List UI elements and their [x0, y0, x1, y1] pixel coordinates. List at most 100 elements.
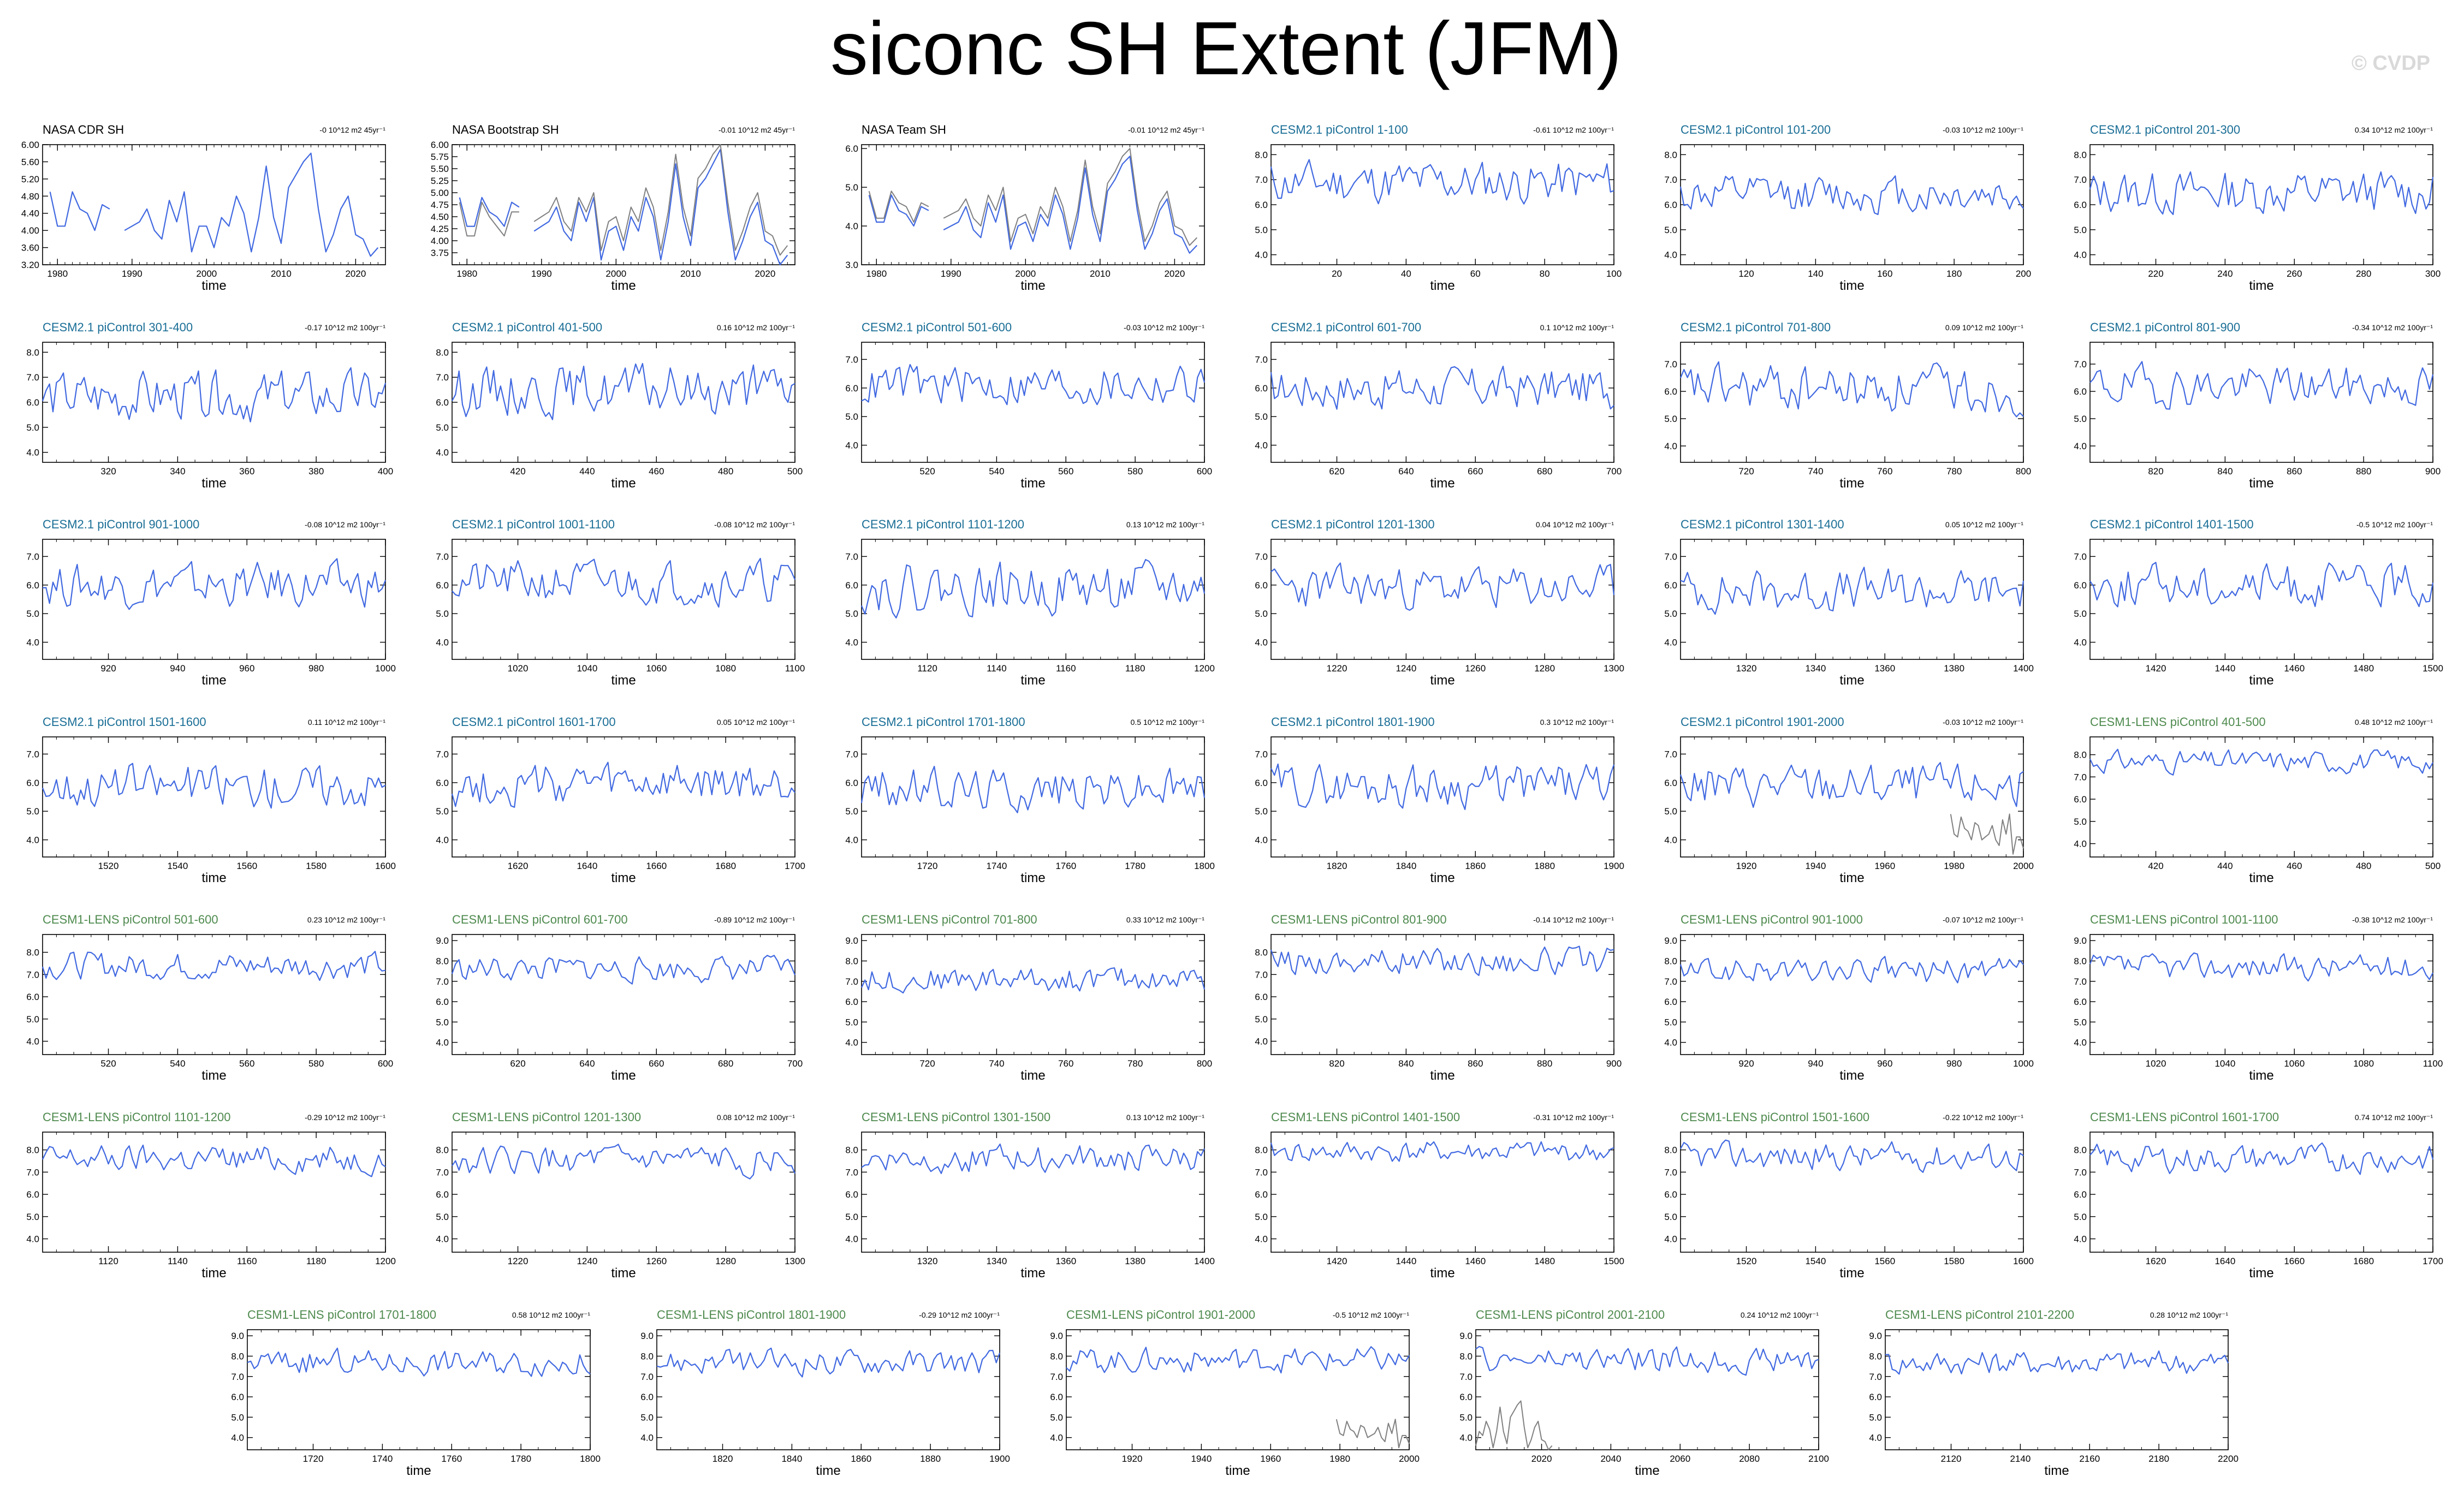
- y-tick-label: 4.0: [26, 448, 39, 458]
- y-tick-label: 6.0: [26, 397, 39, 408]
- y-tick-label: 7.0: [2074, 359, 2087, 370]
- panel-title: NASA Bootstrap SH: [452, 123, 559, 136]
- y-tick-label: 7.0: [2074, 1167, 2087, 1177]
- x-tick-label: 280: [2356, 269, 2371, 279]
- chart-panel: CESM2.1 piControl 1001-1100 -0.08 10^12 m…: [436, 517, 805, 688]
- trend-label: 0.1 10^12 m2 100yr⁻¹: [1540, 323, 1614, 332]
- x-tick-label: 1840: [781, 1454, 802, 1464]
- trend-label: -0.29 10^12 m2 100yr⁻¹: [919, 1311, 1000, 1319]
- chart-panel: CESM2.1 piControl 901-1000 -0.08 10^12 m2…: [26, 517, 396, 688]
- x-tick-label: 1500: [2423, 663, 2443, 674]
- y-tick-label: 4.0: [845, 1038, 858, 1048]
- figure-title: siconc SH Extent (JFM): [830, 7, 1622, 91]
- obs-series-line: [533, 144, 788, 256]
- x-tick-label: 1100: [785, 663, 805, 674]
- x-tick-label: 420: [2148, 861, 2163, 871]
- x-tick-label: 1980: [456, 269, 477, 279]
- x-tick-label: 1660: [2284, 1256, 2305, 1266]
- plot-frame: [1270, 539, 1614, 660]
- x-tick-label: 220: [2148, 269, 2163, 279]
- x-tick-label: 1080: [2353, 1058, 2374, 1069]
- trend-label: -0.17 10^12 m2 100yr⁻¹: [305, 323, 385, 332]
- series-line: [1270, 159, 1614, 205]
- x-tick-label: 1040: [2214, 1058, 2235, 1069]
- y-tick-label: 6.00: [431, 140, 449, 150]
- x-tick-label: 1360: [1874, 663, 1895, 674]
- x-tick-label: 920: [1738, 1058, 1754, 1069]
- trend-label: -0.5 10^12 m2 100yr⁻¹: [2356, 520, 2433, 529]
- x-tick-label: 1520: [1736, 1256, 1757, 1266]
- y-tick-label: 7.0: [231, 1372, 244, 1382]
- chart-panel: CESM1-LENS piControl 2101-2200 0.28 10^12…: [1869, 1308, 2239, 1478]
- series-line: [1679, 761, 2024, 808]
- y-tick-label: 4.0: [1869, 1433, 1882, 1443]
- y-tick-label: 5.0: [26, 1212, 39, 1222]
- x-tick-label: 200: [2016, 269, 2031, 279]
- x-tick-label: 2140: [2010, 1454, 2031, 1464]
- x-axis-label: time: [1430, 1068, 1454, 1083]
- chart-panel: NASA Bootstrap SH -0.01 10^12 m2 45yr⁻¹ 19…: [431, 123, 795, 293]
- y-tick-label: 7.0: [1255, 969, 1268, 980]
- panel-title: CESM2.1 piControl 201-300: [2090, 123, 2240, 136]
- y-tick-label: 5.0: [1664, 609, 1677, 619]
- y-tick-label: 8.0: [1255, 150, 1268, 160]
- series-line: [2089, 1142, 2434, 1175]
- trend-label: -0.89 10^12 m2 100yr⁻¹: [714, 915, 795, 924]
- obs-series-line: [1335, 1419, 1410, 1449]
- series-line: [1885, 1350, 2229, 1375]
- x-axis-label: time: [1020, 278, 1045, 293]
- plot-frame: [1270, 1132, 1614, 1253]
- y-tick-label: 9.0: [2074, 936, 2087, 946]
- series-line: [1679, 956, 2024, 984]
- y-tick-label: 8.0: [2074, 750, 2087, 760]
- y-tick-label: 5.0: [640, 1412, 654, 1422]
- series-line: [860, 559, 1206, 619]
- x-tick-label: 1060: [2284, 1058, 2305, 1069]
- x-tick-label: 480: [2356, 861, 2371, 871]
- x-tick-label: 500: [787, 466, 803, 477]
- x-tick-label: 1100: [2423, 1058, 2443, 1069]
- obs-series-line: [943, 148, 1198, 246]
- x-tick-label: 620: [1329, 466, 1344, 477]
- series-line: [2089, 952, 2433, 982]
- x-tick-label: 1960: [1874, 861, 1895, 871]
- y-tick-label: 6.0: [26, 992, 39, 1002]
- y-tick-label: 7.0: [26, 372, 39, 383]
- y-tick-label: 4.0: [231, 1433, 244, 1443]
- plot-frame: [452, 934, 795, 1055]
- plot-frame: [247, 1329, 591, 1450]
- x-tick-label: 420: [510, 466, 525, 477]
- series-line: [861, 364, 1206, 406]
- plot-frame: [861, 342, 1205, 463]
- y-tick-label: 5.0: [1664, 806, 1677, 817]
- x-tick-label: 2120: [1941, 1454, 1962, 1464]
- panel-title: CESM1-LENS piControl 1401-1500: [1271, 1110, 1460, 1124]
- y-tick-label: 4.0: [1255, 1234, 1268, 1245]
- trend-label: -0.08 10^12 m2 100yr⁻¹: [305, 520, 385, 529]
- y-tick-label: 9.0: [640, 1331, 654, 1341]
- x-tick-label: 1220: [1327, 663, 1347, 674]
- x-axis-label: time: [1020, 673, 1045, 688]
- y-tick-label: 4.0: [1255, 250, 1268, 260]
- y-tick-label: 4.0: [26, 1037, 39, 1047]
- trend-label: -0.14 10^12 m2 100yr⁻¹: [1533, 915, 1614, 924]
- y-tick-label: 5.0: [26, 1014, 39, 1025]
- series-line: [2089, 562, 2434, 608]
- y-tick-label: 4.50: [431, 212, 449, 222]
- y-tick-label: 8.0: [436, 1145, 449, 1156]
- y-tick-label: 4.0: [845, 835, 858, 846]
- y-tick-label: 8.0: [1664, 956, 1677, 966]
- chart-panel: CESM2.1 piControl 1801-1900 0.3 10^12 m2 …: [1255, 715, 1624, 885]
- x-axis-label: time: [2249, 1266, 2273, 1281]
- y-tick-label: 5.0: [436, 1212, 449, 1222]
- panel-title: CESM2.1 piControl 1-100: [1271, 123, 1408, 136]
- x-tick-label: 1260: [646, 1256, 667, 1266]
- y-tick-label: 6.0: [1664, 997, 1677, 1007]
- x-tick-label: 120: [1738, 269, 1754, 279]
- y-tick-label: 6.0: [1664, 386, 1677, 397]
- x-tick-label: 2000: [196, 269, 217, 279]
- x-axis-label: time: [2249, 1068, 2273, 1083]
- x-tick-label: 1990: [941, 269, 961, 279]
- x-tick-label: 2020: [345, 269, 366, 279]
- y-tick-label: 7.0: [436, 372, 449, 383]
